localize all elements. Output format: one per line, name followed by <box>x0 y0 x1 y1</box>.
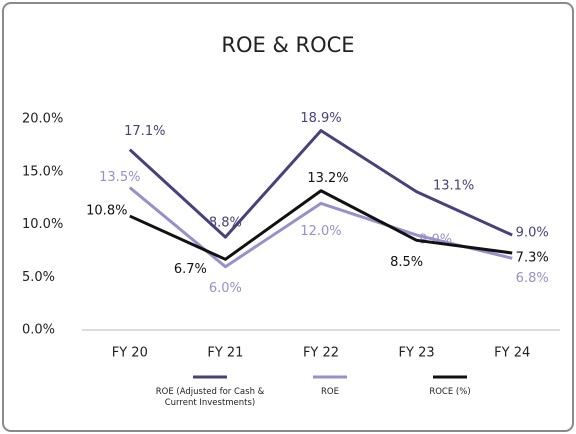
data-label: 8.8% <box>209 216 242 231</box>
legend-label: ROE (Adjusted for Cash & Current Investm… <box>155 387 265 408</box>
data-label: 13.2% <box>307 171 348 186</box>
series-line <box>128 129 513 239</box>
data-label: 12.0% <box>300 224 341 239</box>
data-label: 13.5% <box>99 170 140 185</box>
y-tick-label: 20.0% <box>22 112 63 127</box>
legend-label: ROCE (%) <box>429 387 471 397</box>
legend-label: ROE <box>321 387 339 397</box>
series-line <box>129 189 513 261</box>
chart-title: ROE & ROCE <box>221 33 354 57</box>
x-tick-label: FY 21 <box>207 346 243 361</box>
x-tick-label: FY 24 <box>494 346 530 361</box>
data-label: 6.8% <box>516 271 549 286</box>
data-label: 9.0% <box>516 226 549 241</box>
data-label: 7.3% <box>516 250 549 265</box>
data-label: 13.1% <box>433 178 474 193</box>
x-tick-label: FY 23 <box>399 346 435 361</box>
data-label: 8.5% <box>390 255 423 270</box>
y-tick-label: 10.0% <box>22 217 63 232</box>
data-label: 17.1% <box>124 124 165 139</box>
data-label: 6.0% <box>209 281 242 296</box>
x-tick-label: FY 20 <box>112 346 148 361</box>
x-tick-label: FY 22 <box>303 346 339 361</box>
data-label: 6.7% <box>174 262 207 277</box>
data-label: 10.8% <box>86 204 127 219</box>
y-tick-label: 0.0% <box>22 323 55 338</box>
series-line <box>128 186 513 269</box>
y-tick-label: 15.0% <box>22 164 63 179</box>
data-label: 18.9% <box>300 111 341 126</box>
y-tick-label: 5.0% <box>22 270 55 285</box>
